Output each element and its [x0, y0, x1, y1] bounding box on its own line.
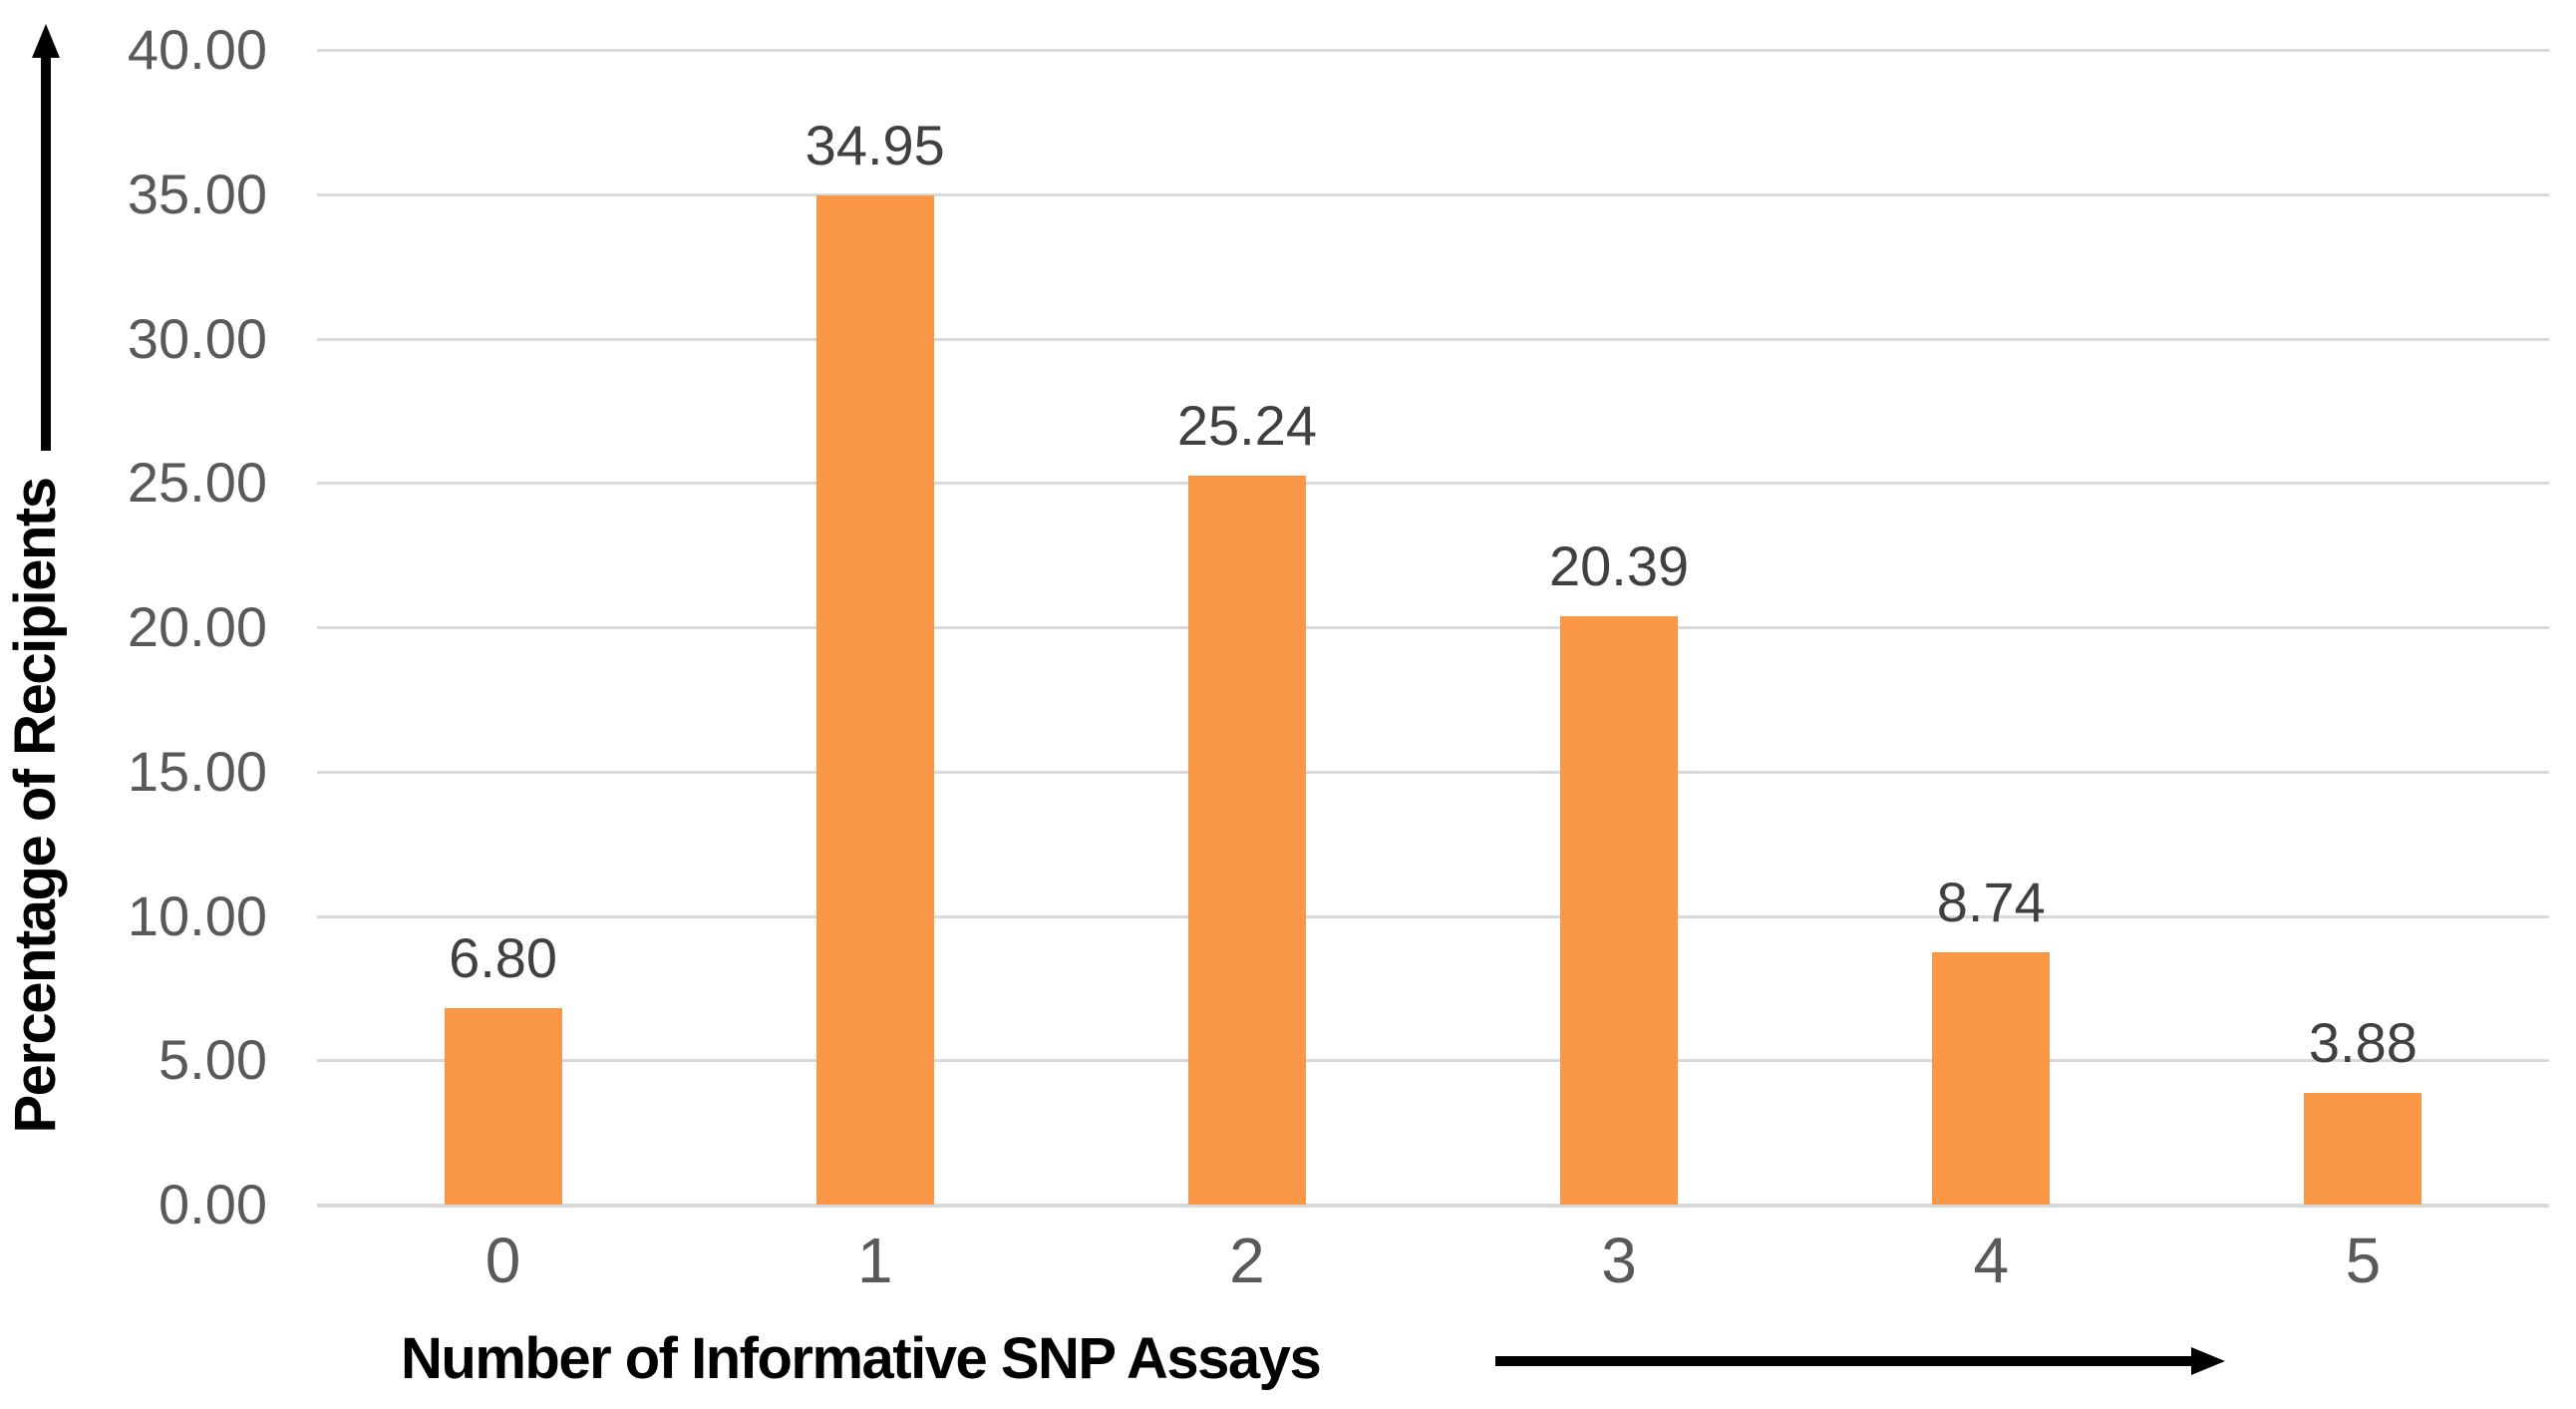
gridline [317, 337, 2549, 341]
gridline [317, 626, 2549, 629]
bar [1932, 951, 2051, 1205]
x-tick-label: 3 [1601, 1225, 1637, 1296]
bar-value-label: 34.95 [805, 114, 945, 177]
bar-value-label: 8.74 [1936, 870, 2046, 933]
y-tick-label: 25.00 [127, 451, 267, 515]
gridline [317, 1059, 2549, 1063]
y-tick-label: 0.00 [159, 1173, 267, 1235]
gridline [317, 49, 2549, 52]
gridline [317, 770, 2549, 774]
y-tick-label: 20.00 [127, 595, 267, 658]
x-tick-label: 1 [856, 1225, 893, 1296]
y-axis-arrow-shaft [41, 56, 51, 451]
x-tick-label: 5 [2345, 1225, 2382, 1296]
bar-value-label: 6.80 [449, 926, 558, 990]
x-axis-title: Number of Informative SNP Assays [401, 1326, 1322, 1391]
bar-value-label: 25.24 [1176, 394, 1317, 458]
x-axis-arrow-shaft [1495, 1356, 2193, 1366]
x-tick-label: 4 [1973, 1225, 2010, 1296]
gridline [317, 482, 2549, 486]
y-tick-label: 15.00 [127, 739, 267, 803]
bar [1560, 615, 1679, 1205]
y-tick-label: 10.00 [127, 883, 267, 947]
y-axis-arrow-up-icon [32, 24, 60, 58]
bar [1187, 476, 1306, 1205]
bar [2304, 1092, 2422, 1205]
bar-value-label: 20.39 [1549, 533, 1690, 597]
y-tick-label: 30.00 [127, 306, 267, 370]
gridline [317, 1204, 2549, 1208]
y-tick-label: 40.00 [127, 18, 267, 81]
bar-value-label: 3.88 [2308, 1010, 2417, 1074]
gridline [317, 914, 2549, 918]
bar [444, 1008, 562, 1205]
gridline [317, 192, 2549, 196]
bar [815, 195, 934, 1205]
x-axis-arrow-right-icon [2191, 1347, 2225, 1375]
x-tick-label: 2 [1229, 1225, 1265, 1296]
y-tick-label: 5.00 [159, 1028, 267, 1092]
y-tick-label: 35.00 [127, 162, 267, 225]
x-tick-label: 0 [484, 1225, 521, 1296]
plot-area: 6.80 34.95 25.24 20.39 8.74 3.88 [317, 49, 2549, 1208]
